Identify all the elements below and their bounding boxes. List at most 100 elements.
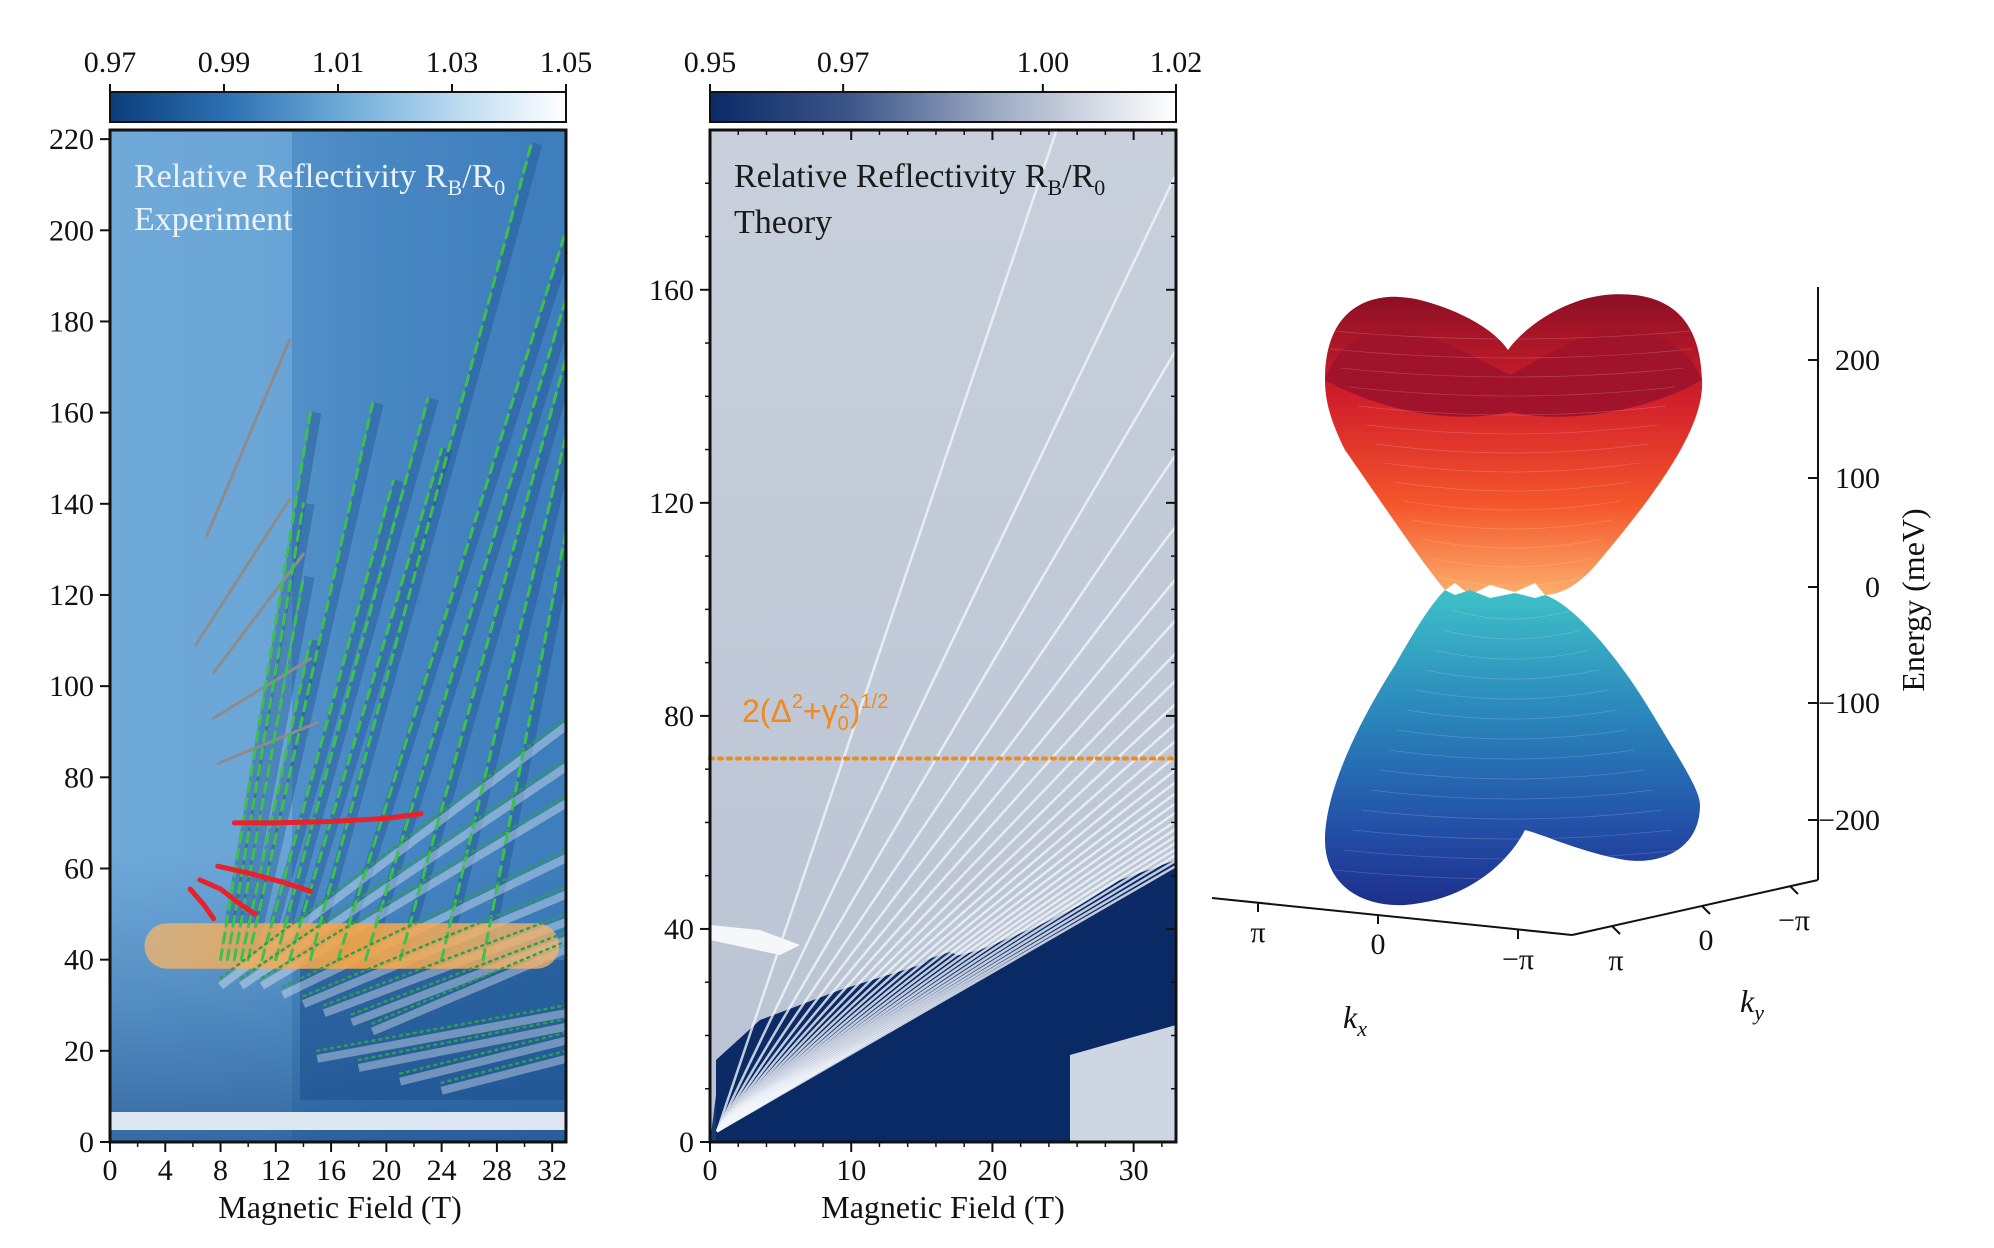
grid-line (1388, 749, 1636, 760)
fan-line (716, 651, 1176, 1133)
green-dashed-line (225, 502, 305, 962)
fan-line (716, 679, 1176, 1133)
y-tick-label: 40 (64, 944, 94, 977)
heatmap-streak (288, 447, 453, 956)
grid-line (1352, 829, 1672, 840)
x-tick-label: 0 (103, 1154, 118, 1187)
z-axis: 200 100 0 −100 −200 Energy (meV) (1808, 287, 1931, 880)
experiment-title-line1: Relative Reflectivity RB/R0 (134, 158, 505, 200)
y-tick-label: 120 (49, 579, 94, 612)
fan-line (715, 349, 1176, 1132)
fan-line (715, 130, 1058, 1132)
ky-tick-mark (1701, 905, 1711, 915)
ky-tick-label: −π (1778, 904, 1810, 937)
gray-line (194, 497, 292, 647)
grid-line (1321, 329, 1703, 340)
grid-line (1420, 538, 1604, 549)
fan-line (716, 864, 1176, 1133)
fan-line (716, 739, 1176, 1133)
green-dashed-line (239, 639, 312, 962)
theory-colorbar-ticks: 0.95 0.97 1.00 1.02 (684, 46, 1202, 92)
theory-panel: 0.95 0.97 1.00 1.02 2(Δ2+γ02)1/2 0 10 20 30 0 40… (649, 46, 1202, 1225)
grid-line (1393, 481, 1631, 492)
experiment-colorbar (109, 91, 567, 123)
x-tick-label: 20 (977, 1154, 1007, 1187)
z-tick-label: 100 (1835, 462, 1880, 495)
green-dotted-line (398, 1031, 566, 1075)
grid-line (1379, 769, 1645, 780)
red-lines (187, 811, 424, 922)
grid-line (1343, 849, 1681, 860)
heatmap-streak (226, 502, 315, 955)
grid-line (1370, 789, 1654, 800)
ky-axis: π 0 −π ky (1571, 879, 1819, 1025)
colorbar-tick-label: 0.97 (84, 46, 137, 79)
grid-line (1411, 519, 1613, 530)
grid-line (1415, 689, 1609, 700)
kx-axis-title: kx (1343, 999, 1367, 1041)
lower-band-surface (1325, 590, 1700, 906)
grid-line (1451, 609, 1573, 620)
fan-line (716, 453, 1176, 1133)
green-dashed-line (398, 356, 566, 962)
y-tick-label: 20 (64, 1035, 94, 1068)
y-tick-label: 160 (49, 397, 94, 430)
orange-band (144, 923, 560, 969)
heatmap-streak-light (440, 1054, 566, 1095)
fan-line (716, 578, 1176, 1133)
z-tick-label: 200 (1835, 344, 1880, 377)
gray-lines (194, 338, 319, 766)
kx-tick-label: 0 (1371, 928, 1386, 961)
y-tick-label: 100 (49, 670, 94, 703)
green-dashed-line (246, 402, 375, 962)
theory-axis-ticks: 0 10 20 30 0 40 80 120 160 (649, 130, 1176, 1187)
upper-band-surface (1321, 294, 1703, 595)
heatmap-streak (233, 575, 315, 955)
green-dotted-line (240, 757, 566, 980)
red-line (215, 863, 313, 894)
colorbar-tick-label: 1.00 (1017, 46, 1070, 79)
colorbar-tick-label: 1.03 (426, 46, 479, 79)
grid-line (1406, 709, 1618, 720)
z-axis-title: Energy (meV) (1895, 508, 1931, 691)
z-tick-label: 0 (1865, 571, 1880, 604)
colorbar-tick-label: 0.97 (817, 46, 870, 79)
fan-line (716, 768, 1176, 1133)
green-dotted-line (350, 931, 566, 1016)
orange-band-rect (144, 923, 560, 969)
fan-line (716, 702, 1176, 1133)
y-tick-label: 220 (49, 123, 94, 156)
experiment-axis-ticks: 0 4 8 12 16 20 24 28 32 0 20 40 60 80 100 120 140 160 180 2… (49, 123, 567, 1187)
y-tick-label: 160 (649, 274, 694, 307)
grid-line (1433, 649, 1591, 660)
x-tick-label: 8 (213, 1154, 228, 1187)
grid-line (1375, 443, 1649, 454)
ky-tick-label: π (1608, 944, 1623, 977)
lower-band-grid (1334, 609, 1690, 880)
green-dashed-line (440, 433, 566, 962)
fan-line (716, 525, 1176, 1133)
x-tick-label: 28 (482, 1154, 512, 1187)
green-dashed-lines (219, 142, 566, 962)
heatmap-streak-light (357, 1022, 566, 1072)
heatmap-streak-light (399, 1036, 566, 1086)
heatmap-streak (275, 397, 439, 955)
green-dotted-lines (219, 716, 566, 1084)
gray-line (216, 721, 319, 766)
green-dotted-line (219, 716, 566, 980)
band-structure-panel: 200 100 0 −100 −200 Energy (meV) π 0 −π kx π 0 −… (1211, 287, 1931, 1041)
grid-line (1384, 462, 1640, 473)
grid-line (1339, 367, 1685, 378)
green-dotted-line (260, 794, 566, 980)
gray-line (212, 552, 305, 674)
green-dashed-line (336, 228, 566, 962)
y-tick-label: 40 (664, 913, 694, 946)
green-dotted-line (281, 849, 566, 989)
x-tick-label: 12 (261, 1154, 291, 1187)
grid-line (1438, 576, 1586, 587)
red-line (231, 811, 424, 826)
heatmap-streak (261, 479, 405, 956)
fan-line (716, 618, 1176, 1133)
x-tick-label: 0 (703, 1154, 718, 1187)
green-dotted-line (316, 1003, 566, 1053)
